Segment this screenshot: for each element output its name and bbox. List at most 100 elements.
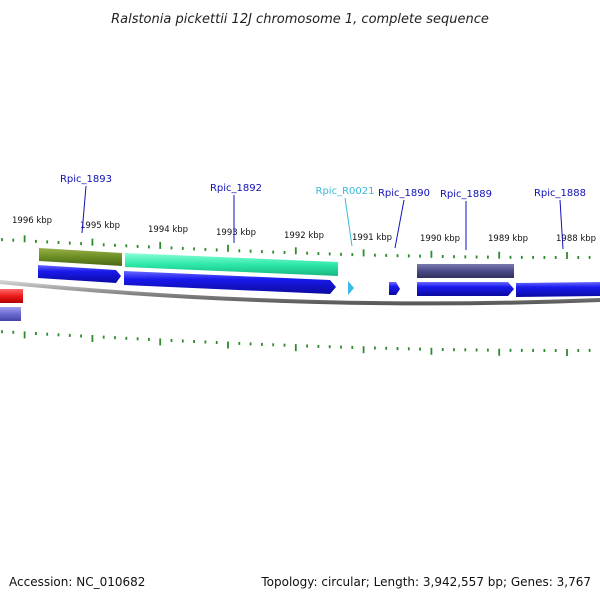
minor-tick [577, 256, 580, 259]
minor-tick [261, 342, 263, 346]
gene-rpic-1890-arrow[interactable] [389, 282, 400, 295]
minor-tick [12, 330, 15, 334]
minor-tick [181, 339, 184, 343]
minor-tick [114, 336, 116, 340]
minor-tick [215, 341, 218, 344]
minor-tick [340, 345, 342, 349]
minor-tick [170, 246, 173, 250]
gene-rpic-1888-arrow[interactable] [516, 282, 600, 297]
minor-tick [148, 337, 150, 341]
minor-tick [385, 253, 388, 257]
minor-tick [520, 348, 523, 352]
major-tick [498, 251, 501, 259]
minor-tick [588, 255, 591, 259]
minor-tick [68, 333, 71, 337]
minor-tick [283, 251, 286, 254]
minor-tick [102, 243, 105, 247]
leader-line [81, 185, 87, 234]
minor-tick [249, 249, 252, 253]
major-tick [566, 349, 568, 356]
tick-label: 1993 kbp [216, 228, 256, 238]
gene-label-rpic-1892[interactable]: Rpic_1892 [210, 183, 262, 194]
minor-tick [68, 241, 71, 245]
major-tick [23, 331, 26, 339]
minor-tick [12, 238, 15, 242]
gene-label-rpic-1890[interactable]: Rpic_1890 [378, 188, 430, 199]
minor-tick [193, 340, 195, 343]
minor-tick [170, 339, 173, 342]
minor-tick [328, 252, 331, 256]
minor-tick [520, 255, 523, 259]
minor-tick [487, 348, 489, 352]
tick-label: 1990 kbp [420, 234, 460, 244]
major-tick [430, 347, 433, 355]
accession-text: Accession: NC_010682 [9, 575, 145, 589]
minor-tick [374, 346, 376, 350]
minor-tick [475, 255, 478, 259]
minor-tick [374, 253, 376, 257]
major-tick [498, 348, 501, 356]
minor-tick [396, 254, 399, 258]
minor-tick [385, 346, 388, 350]
leader-line [394, 199, 405, 249]
gene-label-rpic-1893[interactable]: Rpic_1893 [60, 174, 112, 185]
slate-feature[interactable] [417, 264, 514, 278]
minor-tick [261, 250, 263, 254]
minor-tick [543, 256, 546, 259]
leader-line [344, 197, 353, 247]
minor-tick [125, 336, 128, 340]
minor-tick [453, 255, 455, 259]
major-tick [362, 346, 365, 354]
minor-tick [102, 335, 105, 339]
minor-tick [215, 248, 218, 252]
rna-rpic-r0021-arrow[interactable] [348, 281, 354, 295]
lavender-feature[interactable] [0, 307, 21, 321]
tick-label: 1992 kbp [284, 231, 324, 241]
gene-rpic-1889-arrow[interactable] [417, 282, 514, 296]
major-tick [294, 247, 297, 255]
minor-tick [238, 249, 241, 253]
major-tick [362, 249, 365, 257]
major-tick [91, 238, 94, 246]
minor-tick [148, 245, 150, 249]
cds-track [38, 265, 600, 297]
minor-tick [35, 332, 37, 335]
minor-tick [193, 247, 195, 251]
gene-rpic-1893-arrow[interactable] [38, 265, 121, 283]
tick-labels: 1996 kbp 1995 kbp 1994 kbp 1993 kbp 1992… [12, 216, 596, 244]
minor-tick [80, 334, 82, 338]
minor-tick [351, 253, 354, 257]
tick-label: 1994 kbp [148, 225, 188, 235]
gene-rpic-1892-arrow[interactable] [124, 271, 336, 294]
major-tick [227, 244, 229, 252]
minor-tick [136, 337, 139, 341]
minor-tick [340, 252, 342, 256]
minor-tick [554, 349, 557, 352]
topology-summary: Topology: circular; Length: 3,942,557 bp… [260, 575, 591, 589]
gene-label-rpic-1888[interactable]: Rpic_1888 [534, 188, 586, 199]
chromosome-backbone [0, 280, 600, 306]
major-tick [430, 250, 433, 258]
minor-tick [114, 243, 116, 247]
minor-tick [283, 343, 286, 347]
red-feature[interactable] [0, 289, 23, 303]
minor-tick [532, 348, 534, 352]
gene-label-rpic-r0021[interactable]: Rpic_R0021 [316, 186, 375, 197]
tick-label: 1991 kbp [352, 233, 392, 243]
olive-feature[interactable] [39, 248, 122, 266]
minor-tick [204, 340, 207, 344]
major-tick [159, 241, 162, 249]
minor-tick [204, 247, 207, 251]
teal-feature[interactable] [125, 253, 338, 276]
minor-tick [46, 240, 49, 244]
minor-tick [407, 254, 410, 258]
minor-tick [464, 348, 467, 352]
tick-label: 1996 kbp [12, 216, 52, 226]
minor-tick [577, 349, 580, 352]
tick-label: 1988 kbp [556, 234, 596, 244]
feature-track-upper [39, 248, 514, 278]
tick-label: 1995 kbp [80, 221, 120, 231]
gene-label-rpic-1889[interactable]: Rpic_1889 [440, 189, 492, 200]
major-tick [566, 252, 568, 259]
